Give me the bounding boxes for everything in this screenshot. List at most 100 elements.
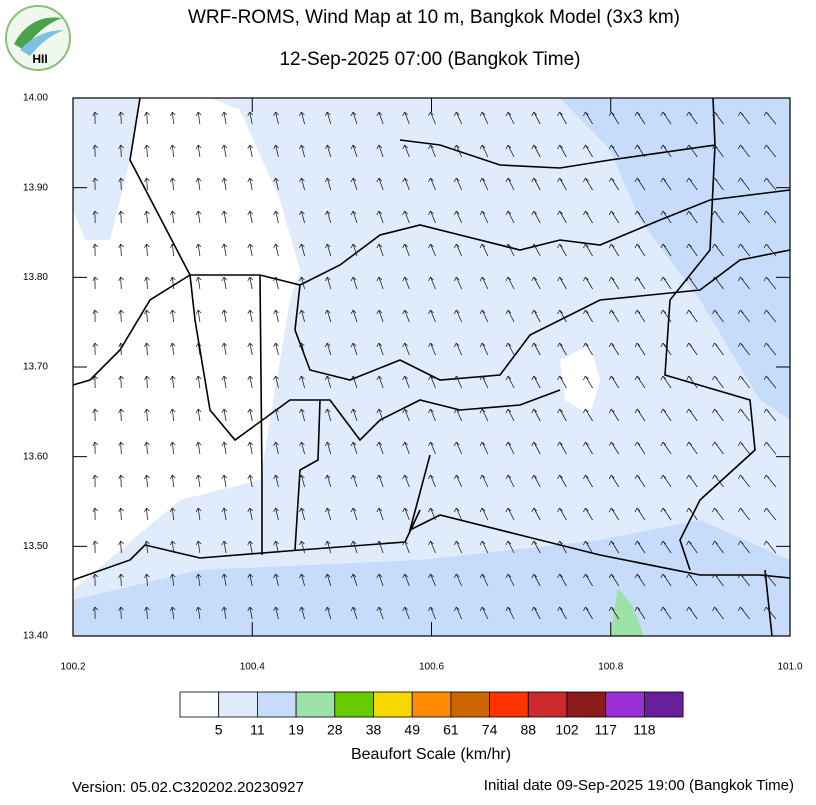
wind-arrow <box>686 177 698 191</box>
legend-label: 118 <box>633 722 656 738</box>
legend-label: 19 <box>288 722 304 738</box>
wind-arrow <box>531 177 541 191</box>
wind-arrow <box>712 243 724 257</box>
wind-arrow <box>428 474 436 488</box>
wind-arrow <box>350 606 358 620</box>
wind-arrow <box>144 540 150 554</box>
wind-arrow <box>221 606 228 620</box>
title: WRF-ROMS, Wind Map at 10 m, Bangkok Mode… <box>188 7 680 28</box>
wind-arrow <box>737 540 751 554</box>
wind-arrow <box>118 276 124 290</box>
wind-arrow <box>608 441 620 455</box>
wind-arrow <box>376 507 384 521</box>
wind-arrow <box>634 276 646 290</box>
wind-arrow <box>144 474 150 488</box>
wind-arrow <box>763 606 777 620</box>
wind-arrow <box>195 375 202 389</box>
wind-arrow <box>376 144 384 158</box>
legend-label: 88 <box>521 722 537 738</box>
wind-arrow <box>712 408 724 422</box>
wind-arrow <box>531 210 541 224</box>
legend-label: 11 <box>250 722 265 738</box>
wind-arrow <box>402 507 410 521</box>
wind-arrow <box>144 342 150 356</box>
wind-arrow <box>531 507 541 521</box>
wind-arrow <box>453 210 463 224</box>
wind-arrow <box>505 606 515 620</box>
wind-arrow <box>737 243 751 257</box>
wind-arrow <box>195 243 202 257</box>
wind-arrow <box>169 276 176 290</box>
wind-arrow <box>583 507 593 521</box>
wind-arrow <box>195 441 202 455</box>
legend-label: 74 <box>482 722 498 738</box>
wind-arrow <box>92 342 99 356</box>
wind-arrow <box>169 342 176 356</box>
wind-arrow <box>608 606 620 620</box>
wind-arrow <box>144 243 150 257</box>
wind-arrow <box>608 177 620 191</box>
wind-arrow <box>247 243 254 257</box>
wind-arrow <box>634 540 646 554</box>
color-box <box>373 691 413 718</box>
wind-arrow <box>350 177 358 191</box>
wind-arrow <box>505 342 515 356</box>
wind-arrow <box>247 375 254 389</box>
wind-arrow <box>273 342 279 356</box>
wind-arrow <box>686 441 698 455</box>
legend-label: 38 <box>366 722 382 738</box>
wind-arrow <box>428 441 436 455</box>
wind-arrow <box>92 441 99 455</box>
wind-arrow <box>505 507 515 521</box>
legend: 5 11 19 28 38 49 61 74 88 102 117 118 <box>179 691 684 738</box>
wind-arrow <box>350 309 358 323</box>
color-box <box>256 691 297 718</box>
wind-arrow <box>299 243 305 257</box>
wind-arrow <box>737 144 751 158</box>
wind-arrow <box>299 507 305 521</box>
wind-arrow <box>686 540 698 554</box>
legend-label: 117 <box>595 722 618 738</box>
wind-arrow <box>428 540 436 554</box>
wind-arrow <box>712 276 724 290</box>
wind-arrow <box>660 606 672 620</box>
wind-arrow <box>479 474 489 488</box>
wind-arrow <box>195 309 202 323</box>
wind-arrow <box>583 276 593 290</box>
color-box <box>450 691 490 718</box>
wind-arrow <box>144 144 150 158</box>
wind-arrow <box>195 540 202 554</box>
x-tick-label: 100.4 <box>240 662 265 673</box>
wind-arrow <box>118 474 124 488</box>
wind-arrow <box>428 177 436 191</box>
wind-arrow <box>479 507 489 521</box>
wind-arrow <box>737 111 751 125</box>
color-box <box>334 691 374 718</box>
wind-arrow <box>557 540 567 554</box>
wind-arrow <box>686 243 698 257</box>
wind-arrow <box>505 474 515 488</box>
wind-arrow <box>634 375 646 389</box>
legend-label: 28 <box>327 722 343 738</box>
wind-arrow <box>557 144 567 158</box>
wind-arrow <box>583 573 593 587</box>
wind-arrow <box>712 342 724 356</box>
wind-arrow <box>453 606 463 620</box>
wind-arrow <box>453 309 463 323</box>
wind-arrow <box>608 309 620 323</box>
wind-arrow <box>608 276 620 290</box>
wind-arrow <box>247 474 254 488</box>
wind-arrow <box>583 309 593 323</box>
wind-arrow <box>479 144 489 158</box>
wind-arrow <box>453 474 463 488</box>
wind-arrow <box>402 210 410 224</box>
wind-arrow <box>583 210 593 224</box>
wind-arrow <box>763 408 777 422</box>
wind-arrow <box>608 210 620 224</box>
wind-arrow <box>350 210 358 224</box>
wind-arrow <box>273 177 279 191</box>
color-box <box>605 691 645 718</box>
wind-arrow <box>634 408 646 422</box>
wind-arrow <box>195 507 202 521</box>
wind-arrow <box>324 177 332 191</box>
